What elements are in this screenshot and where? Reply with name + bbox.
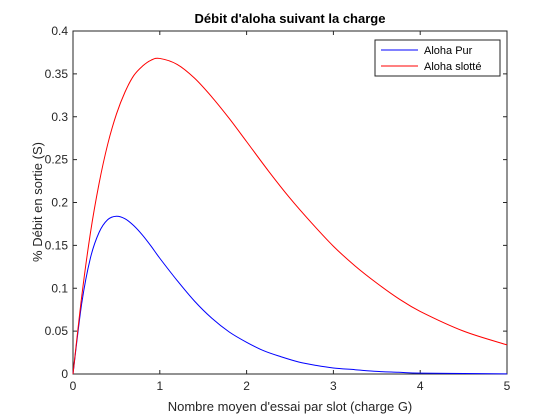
chart-title: Débit d'aloha suivant la charge <box>195 11 386 26</box>
x-axis: 0 1 2 3 4 5 <box>70 31 511 393</box>
y-tick-label: 0.1 <box>51 281 68 295</box>
y-tick-label: 0.4 <box>51 24 68 38</box>
y-tick-label: 0.15 <box>45 238 69 252</box>
legend: Aloha Pur Aloha slotté <box>374 39 501 77</box>
x-tick-label: 5 <box>504 379 511 393</box>
x-tick-label: 1 <box>156 379 163 393</box>
legend-box <box>374 39 501 77</box>
legend-entry-aloha-pur: Aloha Pur <box>424 45 473 57</box>
y-tick-label: 0.2 <box>51 196 68 210</box>
x-tick-label: 4 <box>417 379 424 393</box>
x-axis-label: Nombre moyen d'essai par slot (charge G) <box>168 399 413 414</box>
legend-entry-aloha-slotte: Aloha slotté <box>424 61 481 73</box>
y-tick-label: 0.35 <box>45 67 69 81</box>
y-tick-label: 0.3 <box>51 110 68 124</box>
x-tick-label: 0 <box>70 379 77 393</box>
x-tick-label: 2 <box>243 379 250 393</box>
plot-area <box>72 30 508 375</box>
y-tick-label: 0.05 <box>45 324 69 338</box>
y-tick-label: 0 <box>61 367 68 381</box>
y-axis-label: % Débit en sortie (S) <box>30 142 45 262</box>
y-tick-label: 0.25 <box>45 153 69 167</box>
y-axis: 0 0.05 0.1 0.15 0.2 0.25 0.3 0.35 0.4 <box>45 24 507 381</box>
series-lines <box>72 57 508 375</box>
series-line-aloha-pur <box>72 215 508 375</box>
x-tick-label: 3 <box>330 379 337 393</box>
series-line-aloha-slotte <box>72 57 508 375</box>
